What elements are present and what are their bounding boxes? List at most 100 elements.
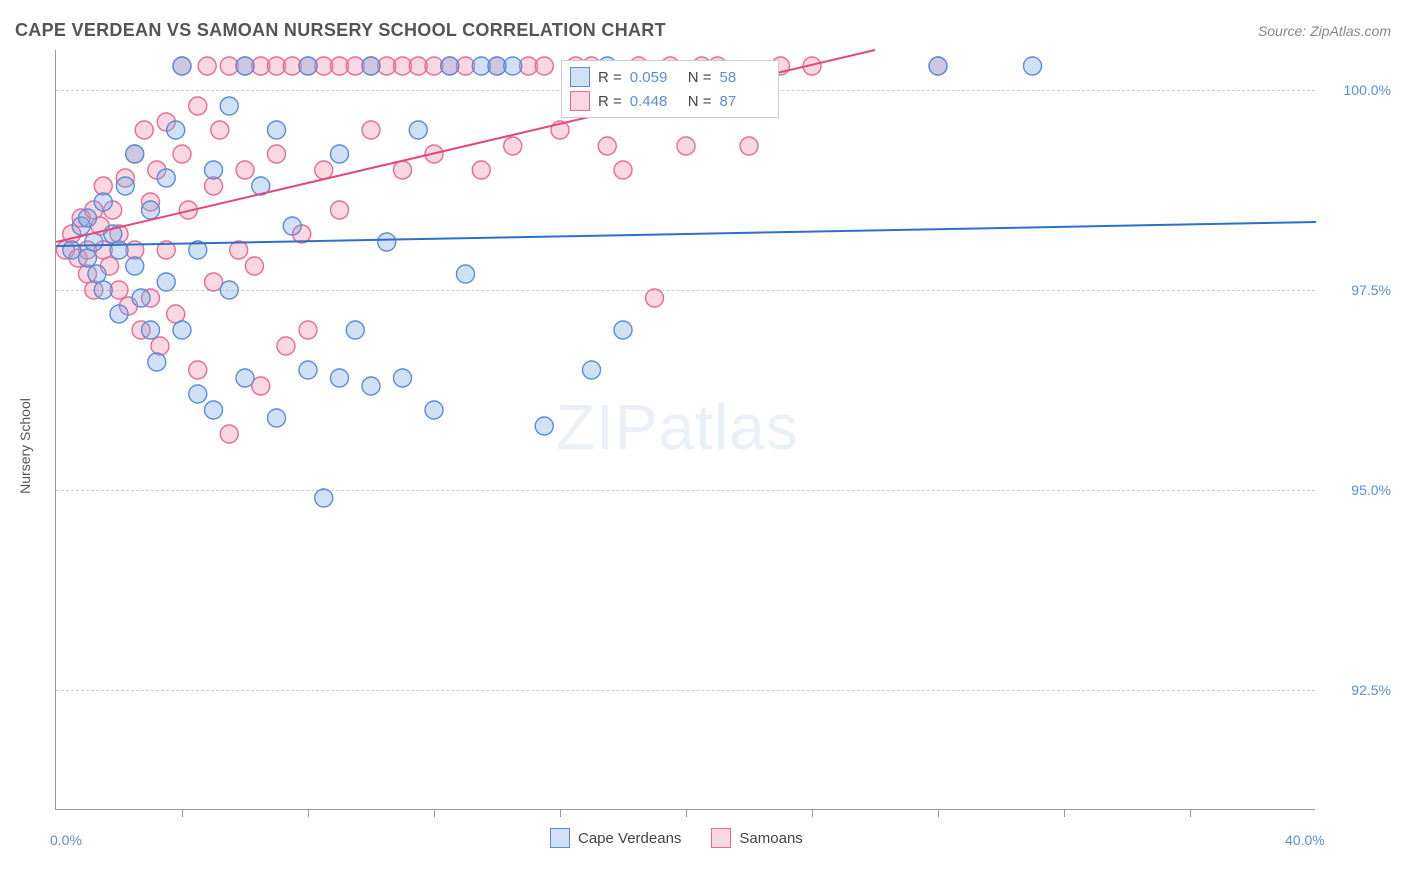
data-point (220, 97, 238, 115)
legend-row-samoans: R = 0.448 N = 87 (570, 89, 770, 113)
legend-row-cape-verdeans: R = 0.059 N = 58 (570, 65, 770, 89)
x-tick (938, 809, 939, 817)
data-point (88, 265, 106, 283)
data-point (740, 137, 758, 155)
data-point (277, 337, 295, 355)
data-point (79, 209, 97, 227)
swatch-bottom-cape-verdeans (550, 828, 570, 848)
x-tick (1190, 809, 1191, 817)
data-point (205, 161, 223, 179)
data-point (151, 337, 169, 355)
series-legend: Cape Verdeans Samoans (550, 828, 803, 848)
data-point (94, 193, 112, 211)
data-point (929, 57, 947, 75)
y-tick-label: 100.0% (1344, 82, 1391, 98)
data-point (236, 369, 254, 387)
data-point (189, 361, 207, 379)
data-point (441, 57, 459, 75)
data-point (268, 121, 286, 139)
data-point (331, 145, 349, 163)
x-tick (1064, 809, 1065, 817)
legend-item-cape-verdeans: Cape Verdeans (550, 828, 681, 848)
source-attribution: Source: ZipAtlas.com (1258, 23, 1391, 39)
data-point (126, 145, 144, 163)
data-point (268, 145, 286, 163)
swatch-samoans (570, 91, 590, 111)
data-point (167, 121, 185, 139)
data-point (132, 289, 150, 307)
data-point (472, 161, 490, 179)
data-point (94, 281, 112, 299)
data-point (504, 137, 522, 155)
legend-item-samoans: Samoans (711, 828, 802, 848)
data-point (394, 161, 412, 179)
data-point (1024, 57, 1042, 75)
chart-title: CAPE VERDEAN VS SAMOAN NURSERY SCHOOL CO… (15, 20, 666, 41)
data-point (457, 265, 475, 283)
data-point (362, 57, 380, 75)
data-point (173, 321, 191, 339)
y-tick-label: 92.5% (1351, 682, 1391, 698)
data-point (189, 97, 207, 115)
data-point (315, 161, 333, 179)
data-point (167, 305, 185, 323)
data-point (677, 137, 695, 155)
data-point (220, 281, 238, 299)
x-tick (560, 809, 561, 817)
data-point (268, 409, 286, 427)
x-tick (182, 809, 183, 817)
data-point (142, 201, 160, 219)
scatter-svg (56, 50, 1315, 809)
data-point (148, 353, 166, 371)
data-point (135, 121, 153, 139)
data-point (331, 369, 349, 387)
data-point (245, 257, 263, 275)
data-point (283, 217, 301, 235)
x-tick (308, 809, 309, 817)
x-tick (686, 809, 687, 817)
data-point (157, 169, 175, 187)
data-point (299, 361, 317, 379)
data-point (346, 321, 364, 339)
data-point (205, 401, 223, 419)
plot-area: ZIPatlas R = 0.059 N = 58 R = 0.448 N = … (55, 50, 1315, 810)
x-tick-start: 0.0% (50, 832, 82, 848)
data-point (211, 121, 229, 139)
data-point (110, 305, 128, 323)
data-point (394, 369, 412, 387)
data-point (142, 321, 160, 339)
data-point (583, 361, 601, 379)
y-tick-label: 97.5% (1351, 282, 1391, 298)
data-point (220, 425, 238, 443)
data-point (504, 57, 522, 75)
x-tick-end: 40.0% (1285, 832, 1325, 848)
data-point (126, 257, 144, 275)
data-point (299, 321, 317, 339)
data-point (535, 57, 553, 75)
data-point (236, 161, 254, 179)
data-point (331, 201, 349, 219)
data-point (315, 489, 333, 507)
chart-header: CAPE VERDEAN VS SAMOAN NURSERY SCHOOL CO… (15, 20, 1391, 41)
data-point (598, 137, 616, 155)
data-point (157, 273, 175, 291)
swatch-cape-verdeans (570, 67, 590, 87)
data-point (85, 233, 103, 251)
data-point (173, 57, 191, 75)
x-tick (812, 809, 813, 817)
data-point (362, 377, 380, 395)
data-point (614, 321, 632, 339)
data-point (614, 161, 632, 179)
data-point (378, 233, 396, 251)
data-point (230, 241, 248, 259)
data-point (198, 57, 216, 75)
data-point (409, 121, 427, 139)
correlation-legend: R = 0.059 N = 58 R = 0.448 N = 87 (561, 60, 779, 118)
data-point (535, 417, 553, 435)
data-point (646, 289, 664, 307)
data-point (236, 57, 254, 75)
y-tick-label: 95.0% (1351, 482, 1391, 498)
data-point (425, 401, 443, 419)
y-axis-label: Nursery School (17, 398, 33, 494)
swatch-bottom-samoans (711, 828, 731, 848)
